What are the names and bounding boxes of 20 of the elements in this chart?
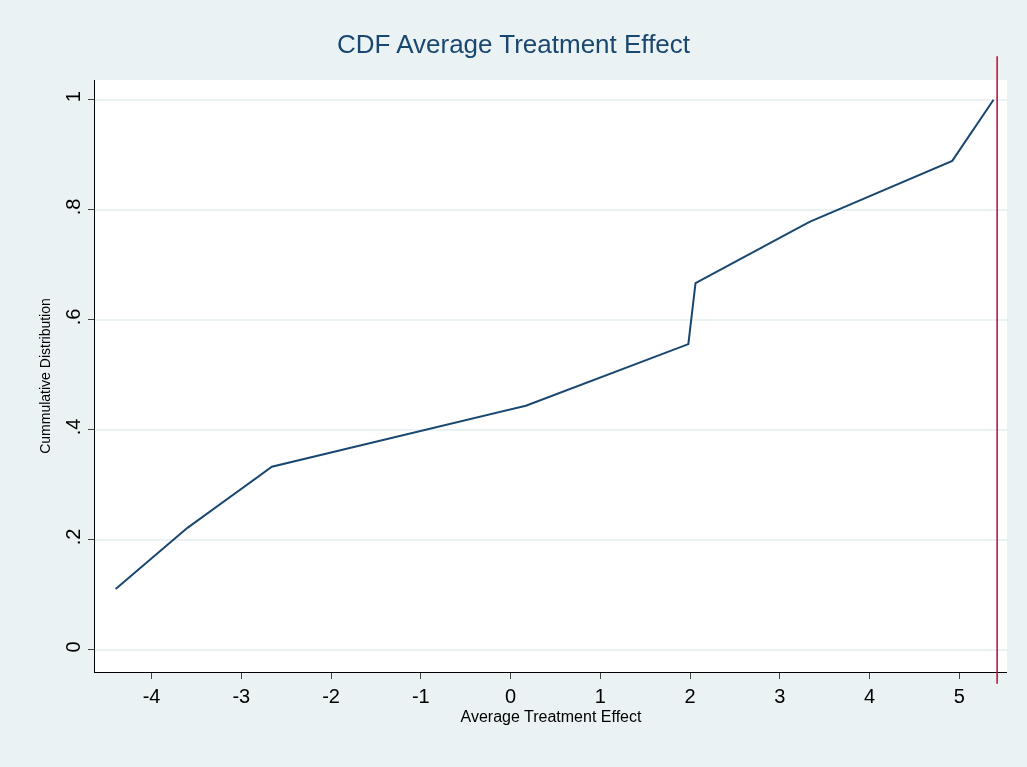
y-tick-label: 1 (62, 91, 84, 103)
y-tick-label: .2 (62, 528, 84, 546)
y-tick-label: .4 (62, 418, 84, 436)
line-series (114, 98, 995, 590)
y-tick-label: 0 (62, 641, 84, 653)
x-tick-label: -4 (142, 685, 161, 707)
x-tick-label: 1 (594, 685, 606, 707)
y-tick-label: .6 (62, 308, 84, 326)
x-tick-label: -3 (232, 685, 251, 707)
y-tick-label: .8 (62, 198, 84, 216)
x-tick-label: -1 (411, 685, 430, 707)
x-tick-label: 5 (953, 685, 965, 707)
y-axis-title: Cummulative Distribution (36, 298, 53, 454)
x-axis-title: Average Treatment Effect (460, 707, 642, 725)
chart-title: CDF Average Treatment Effect (336, 28, 691, 59)
x-tick-label: 3 (774, 685, 786, 707)
x-tick-label: -2 (322, 685, 340, 707)
x-tick-label: 2 (684, 685, 696, 707)
x-tick-label: 0 (505, 685, 517, 707)
x-tick-label: 4 (864, 685, 876, 707)
